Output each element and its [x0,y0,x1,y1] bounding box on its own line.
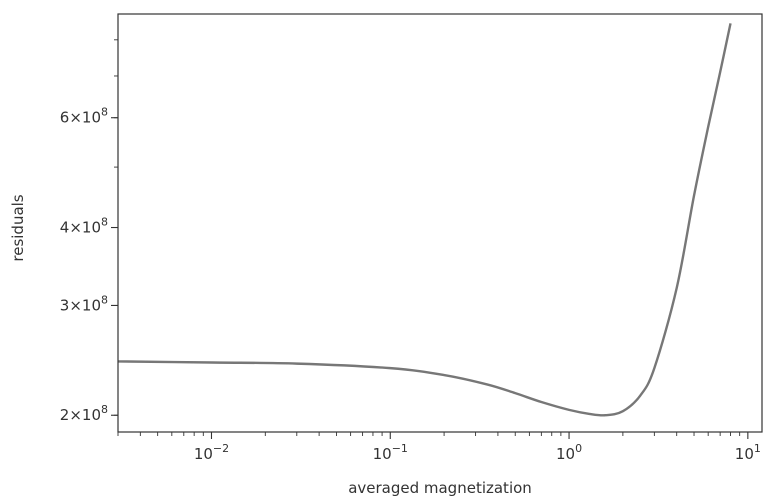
x-tick-label: 101 [735,442,761,463]
x-tick-label: 100 [556,442,582,463]
x-axis-label: averaged magnetization [348,479,532,497]
y-tick-label: 6×108 [60,106,108,127]
major-ticks [111,117,749,439]
plot-frame [117,13,763,433]
y-axis-label: residuals [9,194,27,261]
series-line [117,23,732,417]
x-tick-label: 10−2 [194,442,229,463]
tick-labels: 10−2 10−1 100 101 2×108 3×108 4×108 6×108 [60,106,761,463]
x-tick-label: 10−1 [373,442,408,463]
minor-ticks [114,39,741,436]
y-tick-label: 3×108 [60,293,108,314]
y-tick-label: 4×108 [60,216,108,237]
y-tick-label: 2×108 [60,403,108,424]
